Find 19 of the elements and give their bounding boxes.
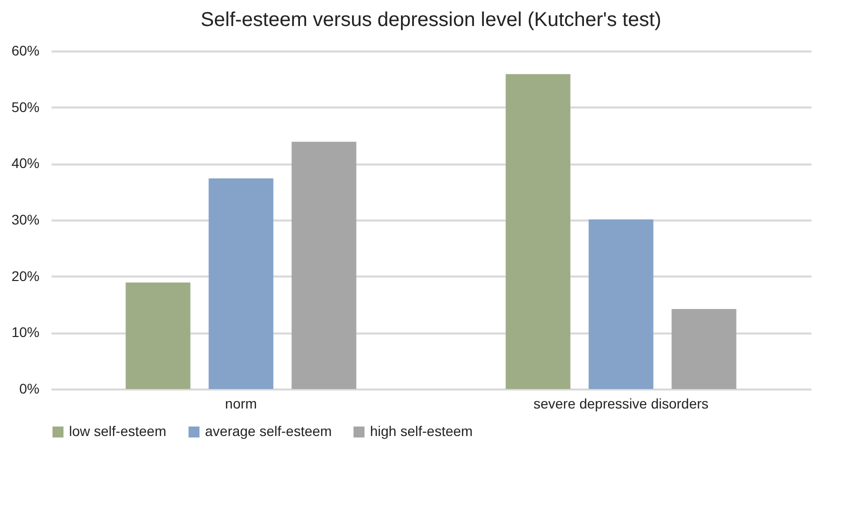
y-tick-label: 50% xyxy=(11,98,40,115)
bar xyxy=(506,74,570,389)
y-tick-label: 60% xyxy=(11,42,40,58)
y-tick-label: 20% xyxy=(11,268,40,284)
y-tick-label: 10% xyxy=(11,324,40,340)
bar xyxy=(672,309,736,389)
legend-label: low self-esteem xyxy=(69,423,166,439)
bar xyxy=(588,219,654,389)
chart-title: Self-esteem versus depression level (Kutcher's test) xyxy=(200,9,662,31)
x-tick-label: norm xyxy=(225,396,257,412)
x-tick-label: severe depressive disorders xyxy=(533,396,709,412)
legend-label: average self-esteem xyxy=(205,423,332,439)
legend-label: high self-esteem xyxy=(370,423,473,439)
bar xyxy=(126,282,190,389)
y-tick-label: 0% xyxy=(19,380,40,396)
bar xyxy=(292,142,356,389)
bar xyxy=(208,178,274,389)
y-tick-label: 40% xyxy=(11,155,40,172)
y-tick-label: 30% xyxy=(11,212,40,228)
